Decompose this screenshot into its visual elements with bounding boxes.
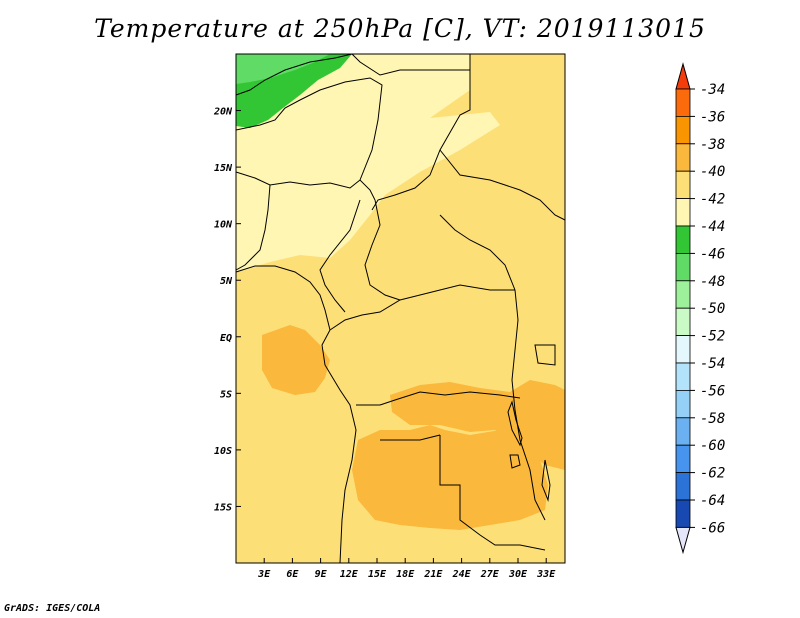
lat-tick-label: EQ [220, 333, 232, 344]
colorbar-label: -34 [700, 82, 725, 98]
warm-region-west [262, 325, 330, 395]
colorbar-label: -66 [700, 520, 725, 536]
colorbar: -34 -36 -38 -40 -42 -44 -46 -48 -50 -52 -54 -56 -58 -… [675, 62, 725, 555]
country-borders [235, 53, 566, 564]
lon-tick-label: 30E [508, 569, 528, 580]
lon-tick-label: 18E [396, 569, 415, 580]
colorbar-label: -44 [700, 219, 725, 235]
colorbar-bottom-arrow [675, 526, 691, 555]
cool-region-north [236, 54, 500, 272]
grads-credit: GrADS: IGES/COLA [4, 603, 101, 614]
colorbar-label: -52 [700, 329, 725, 345]
lon-tick-label: 3E [257, 569, 271, 580]
lakes [507, 344, 556, 502]
colorbar-swatch [675, 198, 691, 227]
lat-tick-label: 15S [214, 502, 232, 513]
colorbar-swatch [675, 88, 691, 117]
colorbar-label: -64 [700, 493, 725, 509]
colorbar-swatch [675, 307, 691, 337]
colorbar-swatch [675, 225, 691, 254]
colorbar-label: -56 [700, 383, 725, 399]
lat-tick-label: 5N [220, 276, 233, 287]
warm-region-east [390, 380, 565, 470]
map-title: Temperature at 250hPa [C], VT: 201911301… [94, 14, 706, 43]
colorbar-label: -36 [700, 109, 725, 125]
colorbar-label: -42 [700, 192, 725, 208]
colorbar-label: -50 [700, 301, 725, 317]
colorbar-swatch [675, 472, 691, 501]
lat-tick-label: 20N [213, 107, 233, 118]
lon-tick-label: 33E [536, 569, 556, 580]
lon-tick-label: 24E [452, 569, 472, 580]
colorbar-label: -62 [700, 466, 725, 482]
lat-tick-label: 10S [214, 446, 232, 457]
longitude-axis: 3E 6E 9E 12E 15E 18E 21E 24E 27E 30E 33E [257, 558, 556, 580]
colorbar-label: -54 [700, 356, 725, 372]
colorbar-label: -60 [700, 438, 725, 454]
lat-tick-label: 5S [220, 389, 232, 400]
warm-region-southcentral [352, 425, 548, 530]
lat-tick-label: 10N [214, 220, 233, 231]
colorbar-swatch [675, 417, 691, 446]
lon-tick-label: 6E [286, 569, 299, 580]
colorbar-label: -38 [700, 137, 725, 153]
colorbar-swatch [675, 389, 691, 419]
colorbar-label: -48 [700, 274, 725, 290]
latitude-axis: 20N 15N 10N 5N EQ 5S 10S 15S [213, 107, 241, 513]
colorbar-top-arrow [675, 62, 691, 90]
lon-tick-label: 9E [315, 569, 328, 580]
lon-tick-label: 27E [480, 569, 500, 580]
colorbar-label: -58 [700, 411, 725, 427]
lon-tick-label: 21E [423, 569, 443, 580]
lon-tick-label: 15E [368, 569, 387, 580]
colorbar-swatch [675, 280, 691, 309]
colorbar-swatch [675, 444, 691, 474]
colorbar-label: -40 [700, 164, 725, 180]
colorbar-swatch [675, 362, 691, 391]
colorbar-swatch [675, 116, 691, 145]
colorbar-swatch [675, 170, 691, 199]
map-fill-layer [236, 54, 565, 563]
colorbar-label: -46 [700, 246, 725, 262]
lat-tick-label: 15N [214, 163, 233, 174]
colorbar-swatch [675, 252, 691, 282]
colorbar-swatch [675, 143, 691, 172]
colorbar-swatch [675, 335, 691, 364]
cold-region-lightgreen [236, 54, 330, 84]
plot-frame [235, 53, 566, 564]
colorbar-swatch [675, 499, 691, 528]
lon-tick-label: 12E [340, 569, 359, 580]
